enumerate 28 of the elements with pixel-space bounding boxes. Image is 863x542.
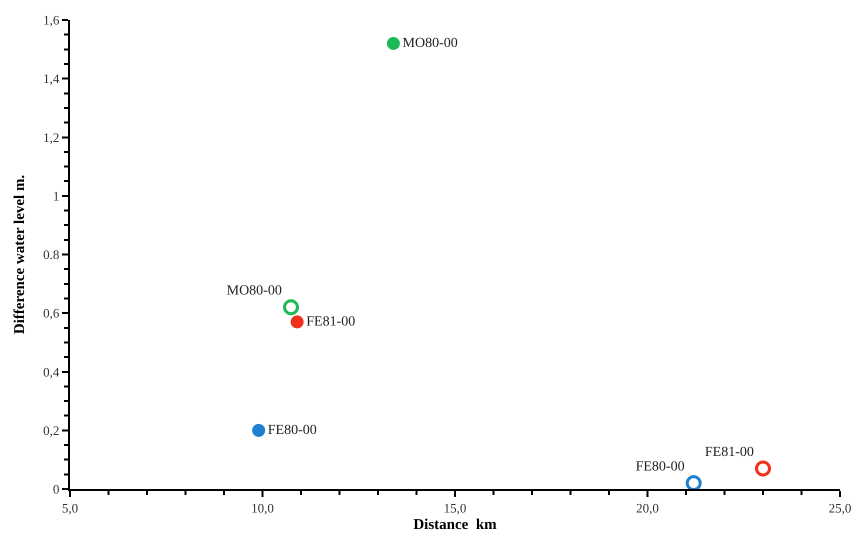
y-tick-label: 1,6 bbox=[43, 12, 60, 28]
series-label: MO80-00 bbox=[402, 36, 458, 51]
y-tick-label: 0,2 bbox=[43, 422, 60, 438]
y-tick-label: 0 bbox=[52, 482, 60, 497]
x-tick-label: 20,0 bbox=[636, 500, 659, 516]
y-tick-label: 1,4 bbox=[43, 71, 60, 86]
x-axis-title: Distance km bbox=[413, 517, 498, 534]
series-label: FE80-00 bbox=[636, 460, 685, 475]
point bbox=[686, 475, 702, 492]
x-tick-label: 15,0 bbox=[444, 500, 466, 516]
point bbox=[386, 36, 400, 50]
x-tick-label: 10,0 bbox=[251, 500, 274, 516]
y-tick-label: 1 bbox=[52, 188, 60, 204]
y-tick-label: 0,4 bbox=[43, 364, 60, 380]
point bbox=[252, 424, 266, 437]
point bbox=[290, 315, 304, 328]
series-label: FE80-00 bbox=[268, 422, 317, 438]
x-tick-label: 25,0 bbox=[828, 500, 852, 516]
point bbox=[755, 460, 771, 476]
y-tick-label: 0.8 bbox=[43, 247, 60, 262]
series-label: FE81-00 bbox=[704, 444, 754, 460]
series-label: FE81-00 bbox=[306, 314, 356, 330]
y-tick-label: 1,2 bbox=[43, 130, 60, 145]
x-tick-label: 5,0 bbox=[62, 500, 78, 516]
series-label: MO80-00 bbox=[226, 284, 282, 299]
point bbox=[282, 299, 299, 316]
y-axis-title: Difference water level m. bbox=[12, 174, 28, 334]
y-tick-label: 0,6 bbox=[43, 306, 60, 321]
